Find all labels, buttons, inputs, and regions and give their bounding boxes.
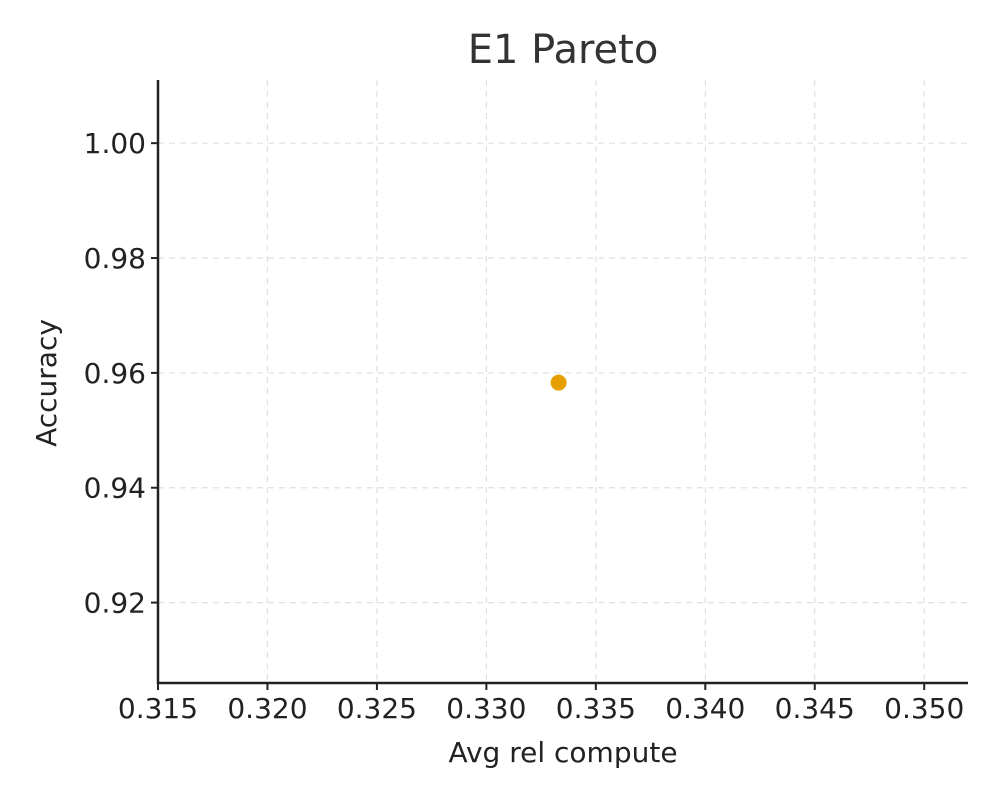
x-tick-label: 0.315 — [118, 692, 198, 725]
chart-title: E1 Pareto — [468, 27, 659, 73]
x-tick-label: 0.325 — [337, 692, 417, 725]
x-tick-label: 0.320 — [227, 692, 307, 725]
y-tick-label: 0.94 — [84, 472, 146, 505]
x-tick-label: 0.345 — [775, 692, 855, 725]
data-points — [550, 374, 567, 391]
axes: 0.315 0.320 0.325 0.330 0.335 0.340 0.345 0.350… — [84, 80, 968, 725]
x-tick-label: 0.340 — [665, 692, 745, 725]
x-axis-label: Avg rel compute — [448, 736, 677, 769]
y-axis-label: Accuracy — [30, 319, 63, 447]
x-tick-label: 0.350 — [884, 692, 964, 725]
y-tick-label: 0.96 — [84, 357, 146, 390]
y-tick-label: 0.98 — [84, 242, 146, 275]
y-tick-label: 0.92 — [84, 587, 146, 620]
grid — [158, 80, 968, 683]
x-tick-label: 0.335 — [556, 692, 636, 725]
data-point — [550, 374, 567, 391]
y-tick-label: 1.00 — [84, 127, 146, 160]
x-tick-label: 0.330 — [446, 692, 526, 725]
